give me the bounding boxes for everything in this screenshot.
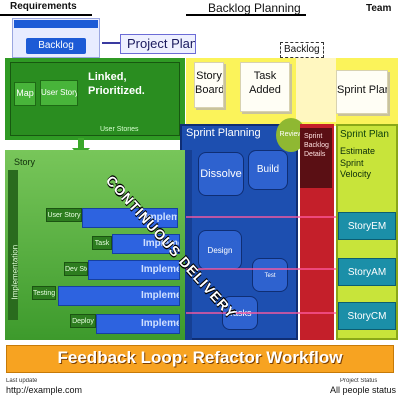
sprint-plan-card[interactable]: Sprint Plan: [336, 70, 388, 114]
footer-right-text: All people status: [329, 386, 396, 395]
footer-left-small: Last update: [6, 378, 38, 384]
lane-title: Story: [14, 158, 36, 167]
green-card-text: Linked, Prioritized.: [88, 71, 145, 98]
lane-tag-task[interactable]: Task: [92, 236, 112, 250]
sprint-plan-panel-title: Sprint Plan: [340, 130, 389, 140]
green-card-caption: User Stories: [100, 126, 139, 133]
feedback-banner: [6, 345, 394, 373]
down-arrow-shaft: [78, 138, 84, 150]
blob-build[interactable]: Build: [248, 150, 288, 190]
footer-right-small: Project Status: [340, 378, 378, 384]
user-story-card-inner: [10, 62, 180, 136]
implement-bar-2[interactable]: Implement: [112, 234, 180, 254]
story-am-button[interactable]: StoryAM: [338, 258, 396, 286]
sprint-planning-title: Sprint Planning: [186, 128, 261, 139]
story-board-card[interactable]: Story Board: [194, 62, 224, 108]
map-box[interactable]: Map: [14, 82, 36, 106]
header-left-title: Requirements: [10, 2, 77, 12]
backlog-tag: Backlog: [280, 42, 324, 58]
lane-tag-testing[interactable]: Testing: [32, 286, 56, 300]
blob-test[interactable]: Test: [252, 258, 288, 292]
connector-2: [186, 268, 336, 270]
lane-tag-user-story[interactable]: User Story: [46, 208, 82, 222]
lane-tag-deploy[interactable]: Deploy: [70, 314, 96, 328]
implement-bar-5[interactable]: Implement: [96, 314, 180, 334]
connector-3: [186, 312, 336, 314]
red-column-inner: [300, 128, 332, 188]
implement-bar-1[interactable]: Implement: [82, 208, 178, 228]
backlog-badge[interactable]: Backlog: [26, 38, 86, 54]
story-em-button[interactable]: StoryEM: [338, 212, 396, 240]
blob-design[interactable]: Design: [198, 230, 242, 270]
arrow-to-plan: [102, 42, 120, 44]
lane-vertical-label: Implementation: [10, 244, 20, 300]
blob-dissolve[interactable]: Dissolve: [198, 152, 244, 196]
header-underline-left: [0, 14, 92, 16]
task-added-card[interactable]: Task Added: [240, 62, 290, 112]
header-right-title: Team: [366, 4, 392, 14]
sprint-plan-panel-text: Estimate Sprint Velocity: [340, 146, 376, 180]
feedback-banner-text: Feedback Loop: Refactor Workflow: [57, 349, 343, 367]
project-plan-button[interactable]: Project Plan: [120, 34, 196, 54]
connector-1: [186, 216, 336, 218]
red-column-text: Sprint Backlog Details: [304, 133, 329, 159]
yellow-gap: [296, 58, 336, 122]
implement-bar-4[interactable]: Implement: [58, 286, 180, 306]
user-story-box[interactable]: User Story: [40, 80, 78, 106]
header-center-title: Backlog Planning: [208, 2, 301, 14]
footer-left-url[interactable]: http://example.com: [6, 386, 83, 395]
story-cm-button[interactable]: StoryCM: [338, 302, 396, 330]
implement-bar-3[interactable]: Implement: [88, 260, 180, 280]
header-underline-center: [186, 14, 306, 16]
lane-tag-dev-story[interactable]: Dev Story: [64, 262, 88, 276]
badge-top-strip: [14, 20, 98, 28]
lane-vertical-bar: [8, 170, 18, 320]
